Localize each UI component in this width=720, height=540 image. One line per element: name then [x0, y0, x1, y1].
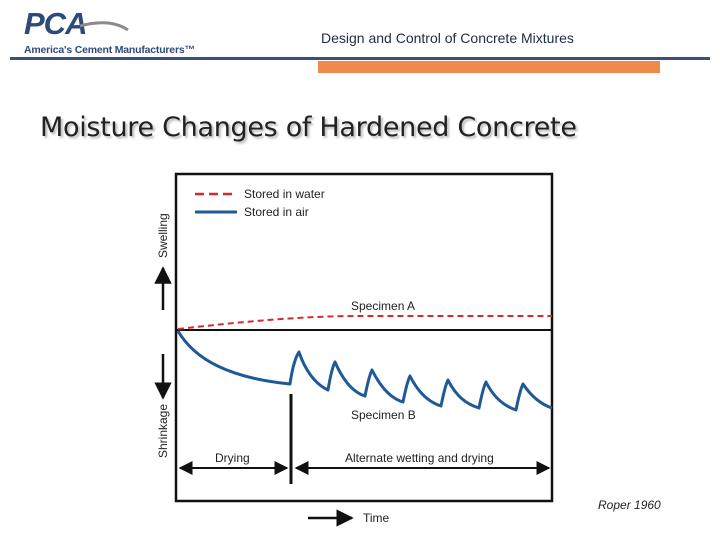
specimen-b-curve: [176, 330, 553, 412]
swelling-label: Swelling: [156, 213, 170, 258]
citation: Roper 1960: [598, 498, 661, 512]
legend-air-label: Stored in air: [244, 205, 309, 219]
logo-tagline: America's Cement Manufacturers™: [24, 44, 195, 56]
phase-drying-label: Drying: [215, 451, 250, 465]
pca-logo: PCA America's Cement Manufacturers™: [22, 6, 212, 56]
diagram-frame: [174, 172, 554, 503]
phase-alternate-label: Alternate wetting and drying: [345, 451, 494, 465]
legend-water-label: Stored in water: [244, 187, 325, 201]
header-accent-bar: [318, 61, 660, 73]
header-rule: [10, 57, 710, 60]
specimen-b-label: Specimen B: [351, 408, 416, 422]
shrinkage-label: Shrinkage: [156, 404, 170, 458]
specimen-a-curve: [177, 315, 552, 330]
time-label: Time: [363, 511, 390, 525]
logo-swoosh-icon: [80, 21, 129, 32]
header-title: Design and Control of Concrete Mixtures: [321, 30, 574, 46]
specimen-a-label: Specimen A: [351, 299, 415, 313]
slide-title: Moisture Changes of Hardened Concrete: [40, 112, 577, 143]
logo-wordmark: PCA: [24, 6, 87, 41]
